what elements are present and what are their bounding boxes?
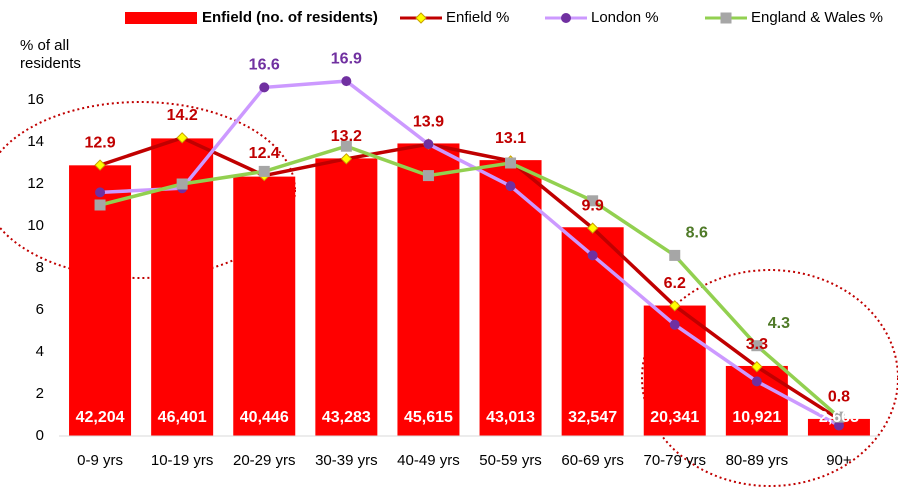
marker xyxy=(751,376,762,387)
marker xyxy=(176,132,188,144)
bar xyxy=(397,143,460,436)
marker xyxy=(751,360,763,373)
marker xyxy=(587,250,598,261)
x-tick-label: 70-79 yrs xyxy=(643,452,706,469)
marker xyxy=(259,82,270,93)
marker xyxy=(505,181,516,192)
marker xyxy=(95,187,106,198)
y-tick-label: 8 xyxy=(36,259,44,276)
bar-label: 20,341 xyxy=(650,409,699,426)
bar-label: 45,615 xyxy=(404,409,453,426)
y-tick-label: 10 xyxy=(27,217,44,234)
bar xyxy=(233,176,296,436)
line xyxy=(99,135,840,421)
highlight-ellipse xyxy=(641,269,898,487)
legend-label: Enfield (no. of residents) xyxy=(202,9,378,26)
bar-label: 43,013 xyxy=(486,409,535,426)
data-label: 9.9 xyxy=(582,197,604,214)
marker xyxy=(751,340,763,352)
legend-label: Enfield % xyxy=(446,9,509,26)
x-tick-label: 60-69 yrs xyxy=(561,452,624,469)
marker xyxy=(669,249,681,261)
bar xyxy=(479,160,542,436)
marker xyxy=(561,13,571,23)
data-label: 12.4 xyxy=(249,145,280,162)
data-label: 0.8 xyxy=(828,388,850,405)
bar-label: 10,921 xyxy=(732,409,781,426)
legend-label: London % xyxy=(591,9,659,26)
x-tick-label: 20-29 yrs xyxy=(233,452,296,469)
y-tick-label: 2 xyxy=(36,385,44,402)
data-label: 16.9 xyxy=(331,50,362,67)
bar xyxy=(561,227,624,436)
marker xyxy=(720,12,732,24)
bar-label: 42,204 xyxy=(76,409,125,426)
x-tick-label: 40-49 yrs xyxy=(397,452,460,469)
data-label: 13.9 xyxy=(413,113,444,130)
marker xyxy=(422,170,434,182)
data-label: 3.3 xyxy=(746,336,768,353)
data-label: 14.2 xyxy=(167,107,198,124)
marker xyxy=(341,76,352,87)
y-tick-label: 14 xyxy=(27,133,44,150)
y-tick-label: 6 xyxy=(36,301,44,318)
data-label: 12.9 xyxy=(84,134,115,151)
data-label: 8.6 xyxy=(686,225,708,242)
y-axis-title: % of all xyxy=(20,37,69,54)
y-tick-label: 4 xyxy=(36,343,44,360)
bar-label: 43,283 xyxy=(322,409,371,426)
marker xyxy=(415,12,427,24)
x-tick-label: 0-9 yrs xyxy=(77,452,123,469)
legend-label: England & Wales % xyxy=(751,9,883,26)
data-label: 13.1 xyxy=(495,130,526,147)
marker xyxy=(586,222,599,234)
marker xyxy=(176,178,188,190)
marker xyxy=(587,195,599,207)
bar-label: 40,446 xyxy=(240,409,289,426)
marker xyxy=(505,157,517,169)
x-tick-label: 30-39 yrs xyxy=(315,452,378,469)
x-tick-label: 10-19 yrs xyxy=(151,452,214,469)
x-tick-label: 90+ xyxy=(826,452,852,469)
marker xyxy=(258,165,270,177)
marker xyxy=(423,139,434,150)
y-tick-label: 16 xyxy=(27,91,44,108)
x-tick-label: 80-89 yrs xyxy=(726,452,789,469)
marker xyxy=(833,411,845,423)
data-label: 13.2 xyxy=(331,128,362,145)
bar-label: 32,547 xyxy=(568,409,617,426)
y-tick-label: 0 xyxy=(36,427,44,444)
y-tick-label: 12 xyxy=(27,175,44,192)
line xyxy=(99,144,841,419)
y-axis-title: residents xyxy=(20,55,81,72)
marker xyxy=(340,140,352,152)
marker xyxy=(94,159,106,171)
bar-label: 2,663 xyxy=(819,409,859,426)
marker xyxy=(94,199,106,211)
data-label: 4.3 xyxy=(768,315,790,332)
marker xyxy=(669,319,680,330)
line xyxy=(99,79,840,428)
data-label: 16.6 xyxy=(249,57,280,74)
marker xyxy=(669,300,681,312)
data-label: 6.2 xyxy=(664,275,686,292)
bar-label: 46,401 xyxy=(158,409,207,426)
legend-swatch xyxy=(125,12,197,24)
x-tick-label: 50-59 yrs xyxy=(479,452,542,469)
bar xyxy=(315,158,378,437)
marker xyxy=(340,153,353,165)
